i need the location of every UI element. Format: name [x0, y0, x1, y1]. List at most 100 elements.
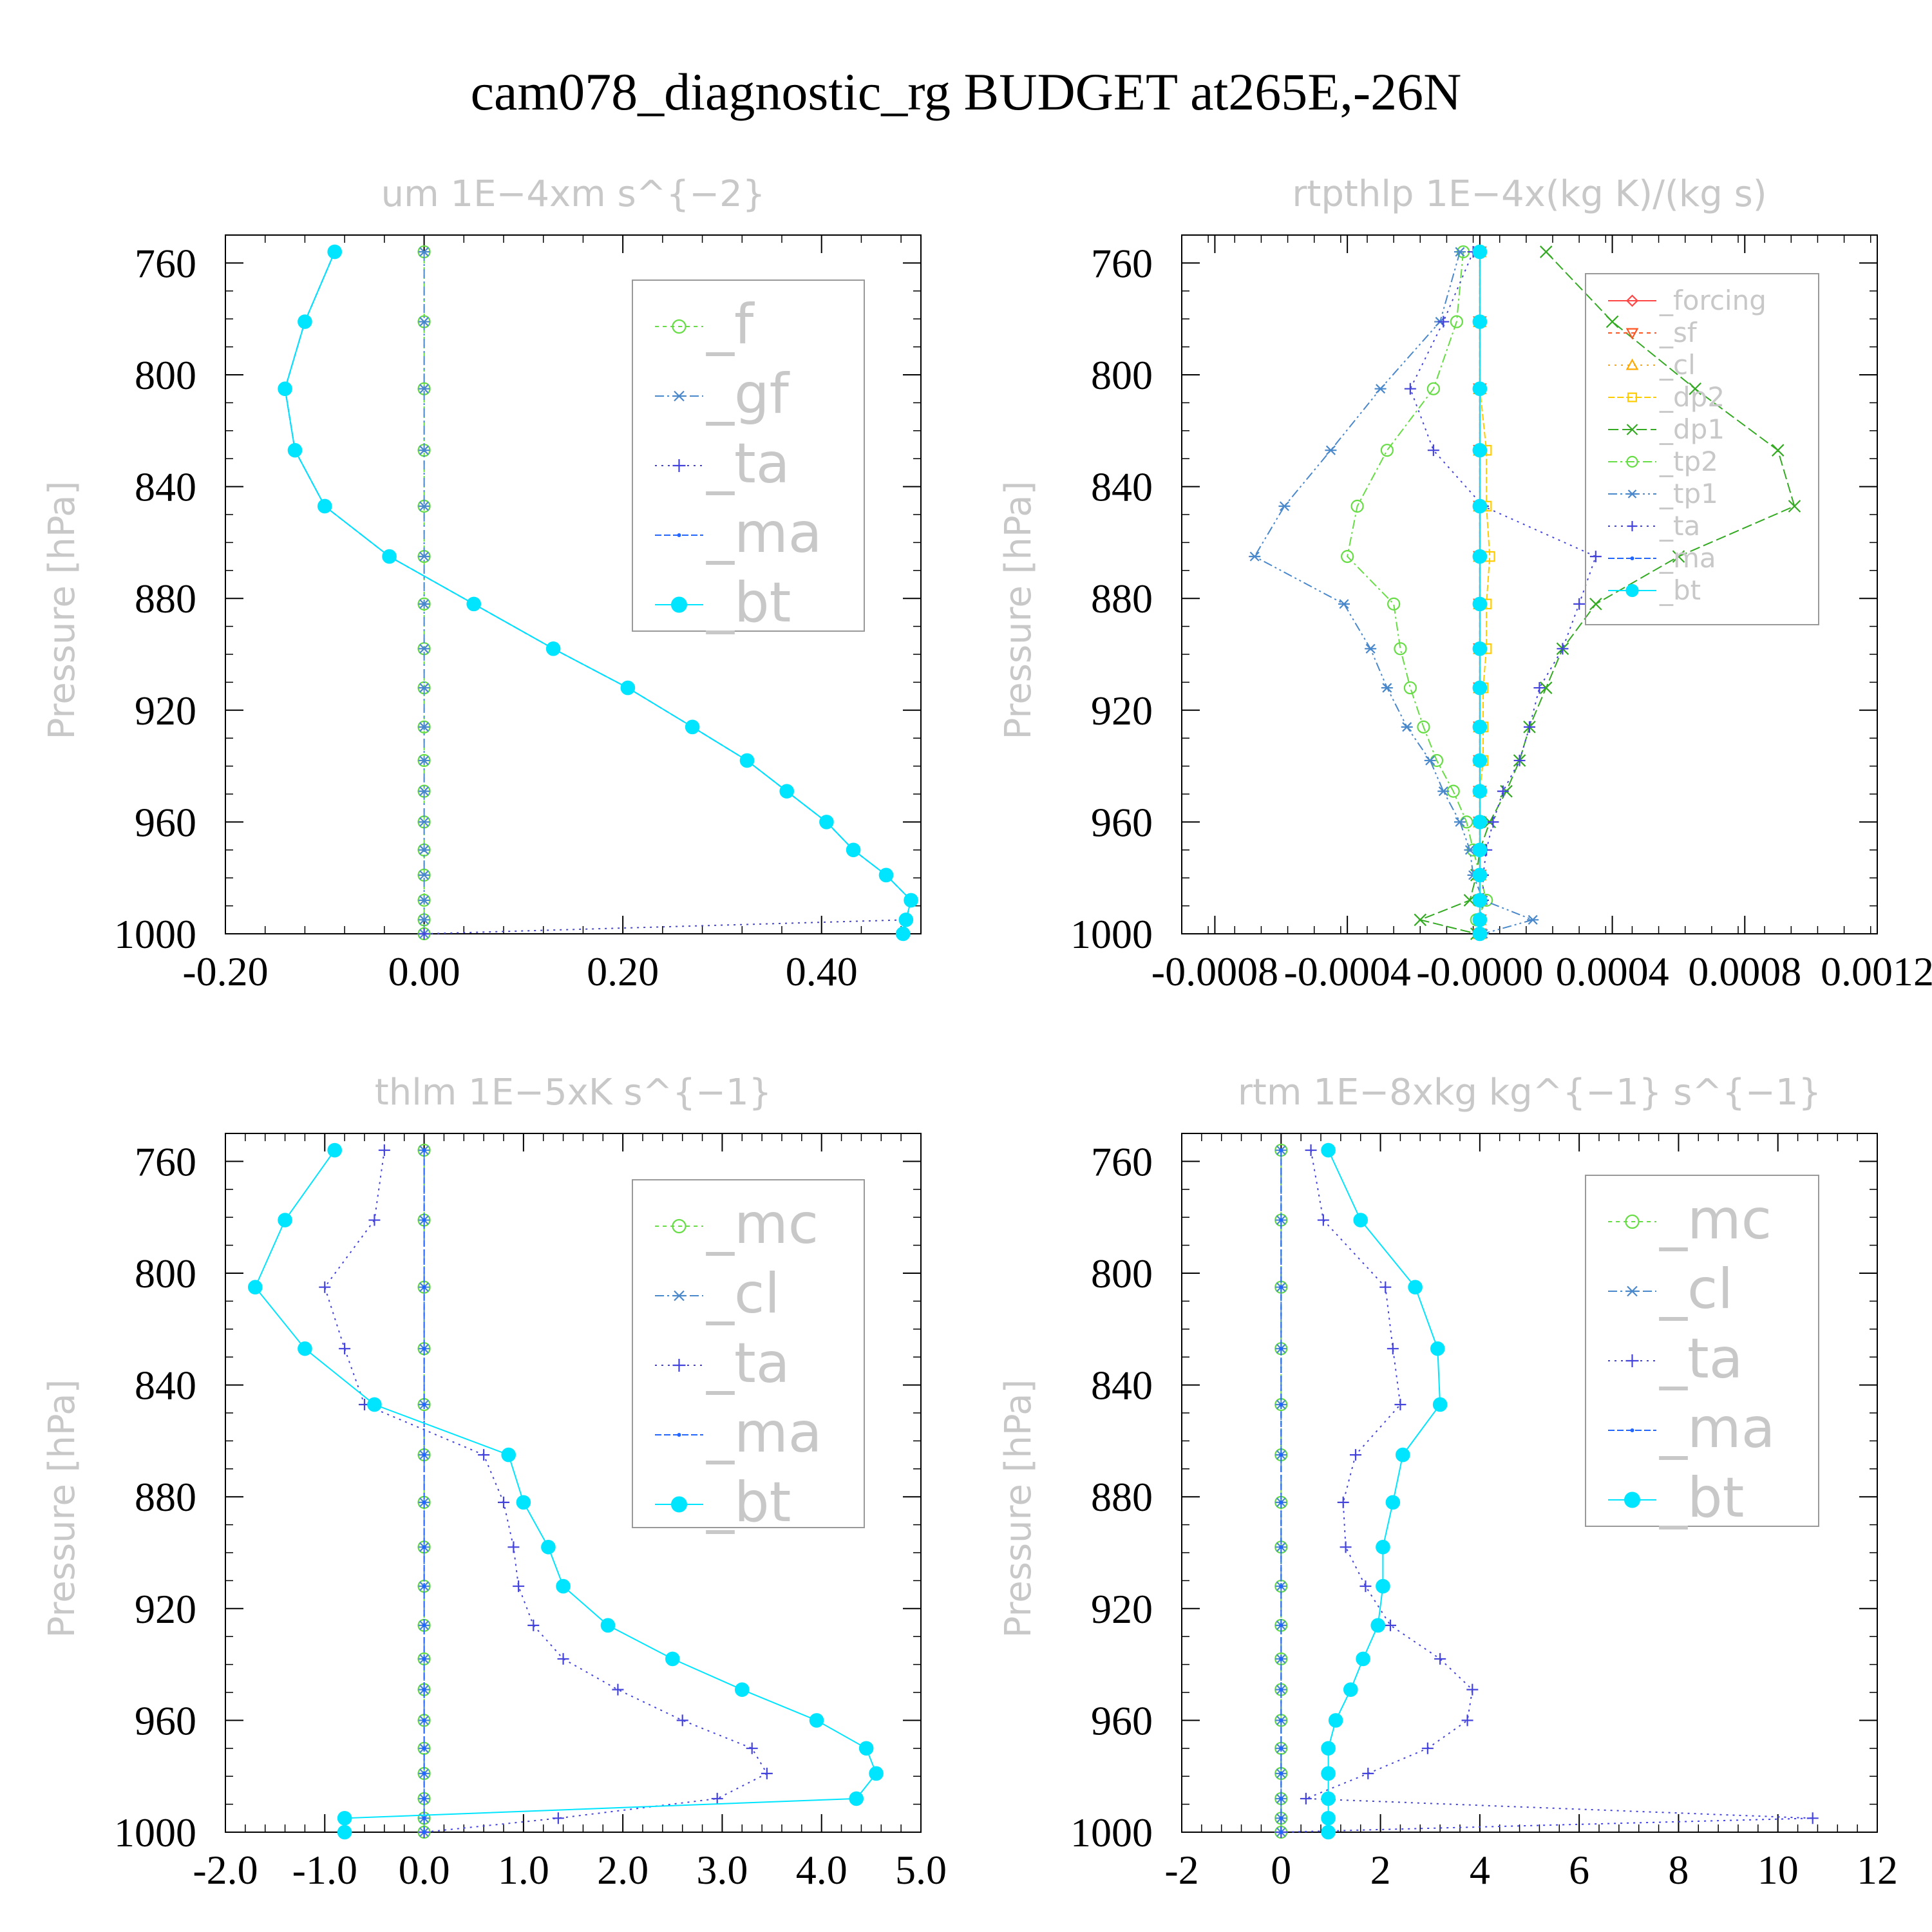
data-point — [418, 928, 430, 940]
y-tick-label: 840 — [1091, 1363, 1153, 1408]
data-point — [620, 680, 636, 696]
data-point — [904, 893, 918, 908]
legend-marker — [1625, 328, 1639, 340]
legend-marker — [672, 390, 686, 402]
series-bt — [1472, 244, 1488, 942]
data-point — [1370, 1618, 1386, 1633]
data-point — [1472, 719, 1488, 735]
x-tick-label: 2 — [1370, 1847, 1391, 1893]
data-point — [779, 784, 795, 799]
data-point — [1279, 1816, 1283, 1821]
data-point — [422, 1816, 426, 1821]
panel-title: rtpthlp 1E−4x(kg K)/(kg s) — [1292, 173, 1766, 215]
data-point — [418, 845, 430, 855]
y-tick-label: 800 — [135, 352, 196, 398]
data-point — [895, 926, 911, 942]
data-point — [339, 1343, 351, 1355]
data-point — [418, 817, 430, 827]
x-tick-label: -2.0 — [193, 1847, 258, 1893]
plot-frame — [225, 1133, 922, 1833]
legend-label: _cl — [706, 1262, 780, 1326]
x-tick-label: -2 — [1164, 1847, 1198, 1893]
data-point — [1454, 247, 1466, 257]
x-tick-label: -0.0000 — [1416, 949, 1543, 994]
data-point — [1421, 1742, 1434, 1754]
data-point — [422, 1584, 426, 1589]
data-point — [541, 1540, 556, 1555]
y-tick-label: 880 — [135, 576, 196, 621]
data-point — [516, 1495, 531, 1510]
data-point — [1279, 1796, 1283, 1801]
data-point — [1394, 1398, 1406, 1410]
x-tick-label: 1.0 — [498, 1847, 549, 1893]
data-point — [1527, 914, 1539, 925]
y-tick-label: 920 — [1091, 688, 1153, 734]
x-tick-label: 0.20 — [587, 949, 659, 994]
data-point — [898, 913, 914, 927]
legend-marker — [672, 1290, 686, 1302]
data-point — [1340, 1541, 1352, 1553]
data-point — [1806, 1812, 1819, 1824]
data-point — [1321, 1824, 1336, 1840]
data-point — [507, 1541, 520, 1553]
legend: _mc_cl_ta_ma_bt — [632, 1179, 865, 1535]
y-tick-label: 920 — [1091, 1586, 1153, 1632]
series-ma — [1279, 1148, 1283, 1834]
data-point — [278, 381, 292, 397]
data-point — [1279, 1656, 1283, 1661]
legend-marker — [677, 1433, 681, 1437]
data-point — [327, 1142, 343, 1158]
y-tick-label: 1000 — [114, 911, 196, 957]
data-point — [1472, 641, 1488, 656]
data-point — [711, 1792, 723, 1804]
data-point — [418, 317, 430, 327]
legend-box — [632, 1179, 865, 1528]
data-point — [685, 719, 700, 735]
data-point — [1387, 597, 1401, 611]
data-point — [418, 643, 430, 654]
x-tick-label: 4.0 — [796, 1847, 848, 1893]
data-point — [1317, 1214, 1329, 1226]
data-point — [676, 1714, 688, 1727]
data-point — [422, 1500, 426, 1504]
data-point — [1279, 1218, 1283, 1222]
y-tick-label: 920 — [135, 1586, 196, 1632]
data-point — [418, 914, 430, 925]
data-point — [1466, 1683, 1479, 1696]
data-point — [513, 1580, 525, 1593]
plot-frame — [1181, 234, 1878, 934]
data-point — [422, 1218, 426, 1222]
data-point — [1365, 643, 1377, 654]
legend-label: _ta — [1659, 1327, 1743, 1391]
chart-panel-2: rtpthlp 1E−4x(kg K)/(kg s) Pressure [hPa]… — [998, 173, 1932, 994]
data-point — [337, 1811, 352, 1826]
data-point — [1321, 1791, 1336, 1806]
legend-marker — [1626, 424, 1638, 435]
series-line — [1347, 251, 1488, 934]
data-point — [1589, 598, 1602, 611]
data-point — [1434, 1653, 1446, 1665]
data-point — [1343, 1682, 1358, 1697]
data-point — [1279, 1500, 1283, 1504]
series-ta — [1275, 1144, 1819, 1838]
data-point — [556, 1578, 571, 1594]
x-tick-label: -0.0004 — [1283, 949, 1410, 994]
data-point — [1305, 1144, 1317, 1157]
series-bt — [247, 1142, 884, 1840]
legend-marker — [1625, 1214, 1640, 1229]
legend-label: _ta — [1659, 510, 1700, 542]
chart-panel-4: rtm 1E−8xkg kg^{−1} s^{−1} Pressure [hPa]… — [998, 1072, 1898, 1893]
legend-label: _ma — [706, 1401, 822, 1465]
data-point — [422, 1285, 426, 1289]
data-point — [1376, 1540, 1390, 1555]
legend-label: _dp1 — [1659, 413, 1725, 445]
legend: _forcing_sf_cl_dp2_dp1_tp2_tp1_ta_ma_bt — [1585, 273, 1819, 625]
data-point — [1279, 1285, 1283, 1289]
y-tick-label: 880 — [1091, 1474, 1153, 1520]
data-point — [1417, 720, 1430, 734]
data-point — [1279, 1148, 1283, 1153]
series-line — [324, 1150, 768, 1833]
legend-label: _ma — [1659, 1396, 1775, 1461]
data-point — [1472, 549, 1488, 564]
